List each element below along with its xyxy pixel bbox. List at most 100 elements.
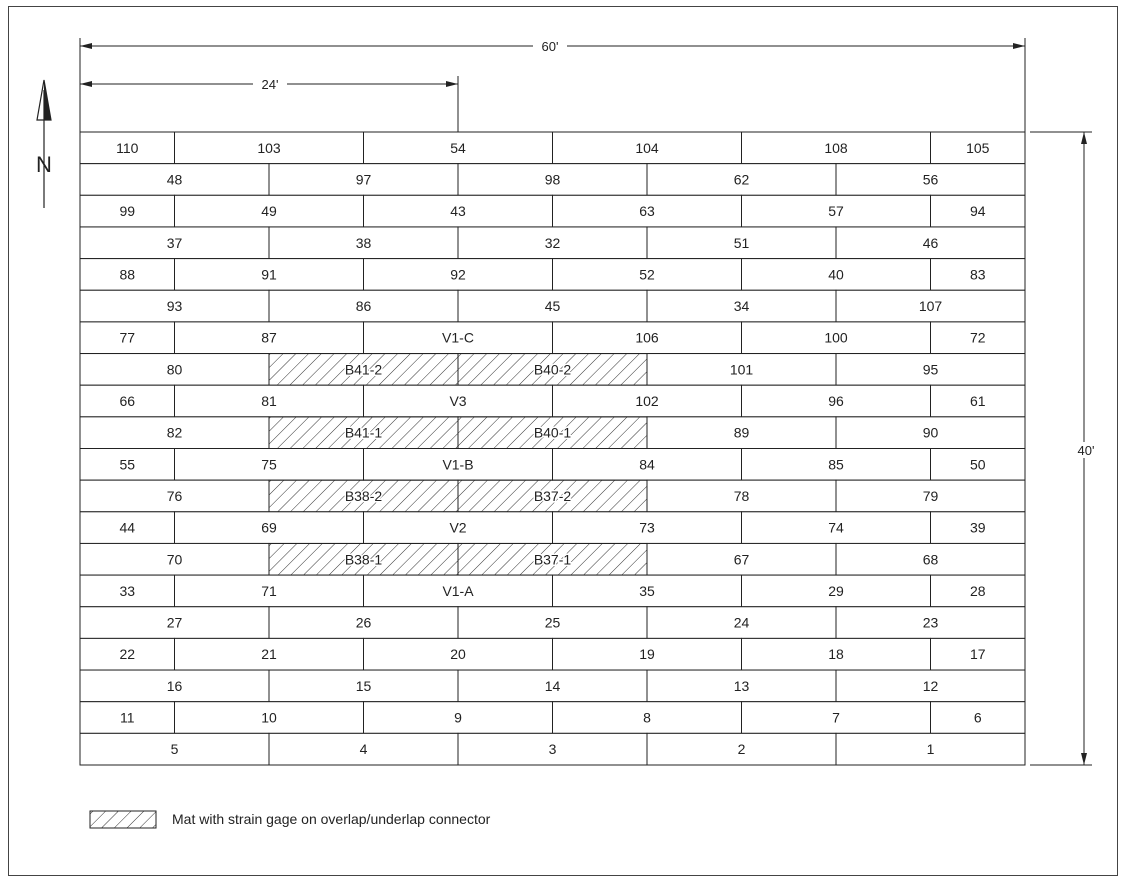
mat-label: 102 [635, 393, 659, 409]
mat-cell [835, 732, 1026, 766]
mat-label: 100 [824, 330, 848, 346]
mat-cell [268, 669, 459, 703]
mat-cell [552, 511, 742, 544]
mat-label: 25 [545, 615, 561, 631]
legend-hatch-swatch [89, 810, 157, 829]
mat-cell [835, 163, 1026, 196]
mat-label: 3 [549, 741, 557, 757]
mat-label: 10 [261, 710, 277, 726]
mat-label: 6 [974, 710, 982, 726]
mat-cell [835, 289, 1026, 323]
mat-cell [79, 163, 270, 196]
mat-label: 22 [119, 646, 135, 662]
mat-cell [79, 448, 175, 481]
mat-label: 49 [261, 203, 277, 219]
mat-cell [646, 732, 837, 766]
mat-label: 2 [738, 741, 746, 757]
mat-cell [646, 416, 837, 450]
mat-cell [457, 732, 648, 766]
mat-cell [835, 669, 1026, 703]
mat-cell [457, 289, 648, 323]
mat-label: 23 [923, 615, 939, 631]
mat-label: 13 [734, 678, 750, 694]
dimension-height [1030, 131, 1100, 766]
mat-cell [646, 606, 837, 639]
mat-cell [552, 258, 742, 291]
north-label: N [36, 152, 52, 177]
mat-label: 80 [167, 361, 183, 377]
mat-label: 39 [970, 520, 986, 536]
mat-label: 4 [360, 741, 368, 757]
mat-label: 85 [828, 456, 844, 472]
mat-label: B38-1 [345, 551, 383, 567]
mat-label: B37-1 [534, 551, 572, 567]
mat-label: 70 [167, 551, 183, 567]
mat-cell [79, 226, 270, 260]
mat-cell [552, 384, 742, 418]
mat-label: 89 [734, 425, 750, 441]
mat-label: 40 [828, 266, 844, 282]
mat-cell [363, 321, 553, 355]
mat-label: 110 [116, 140, 139, 156]
mat-label: 24 [734, 615, 750, 631]
mat-label: 46 [923, 235, 939, 251]
legend-text: Mat with strain gage on overlap/underlap… [172, 811, 491, 827]
mat-cell [79, 732, 270, 766]
mat-label: 98 [545, 171, 561, 187]
mat-label: 34 [734, 298, 750, 314]
mat-label: 54 [450, 140, 466, 156]
mat-label: 92 [450, 266, 466, 282]
mat-label: 61 [970, 393, 986, 409]
mat-cell [646, 353, 837, 386]
mat-label: 108 [824, 140, 848, 156]
legend [89, 810, 157, 829]
mat-label: 5 [171, 741, 179, 757]
mat-label: V3 [449, 393, 466, 409]
mat-cell [646, 669, 837, 703]
mat-cell [79, 542, 270, 576]
mat-cell [174, 321, 364, 355]
mat-label: B40-2 [534, 361, 572, 377]
mat-cell [552, 321, 742, 355]
mat-cell [79, 701, 175, 734]
mat-cell [268, 732, 459, 766]
mat-cell [268, 226, 459, 260]
mat-label: 99 [119, 203, 135, 219]
mat-cell [930, 448, 1026, 481]
mat-cell [930, 574, 1026, 608]
mat-label: 56 [923, 171, 939, 187]
mat-label: 76 [167, 488, 183, 504]
mat-cell [552, 194, 742, 228]
mat-label: V1-C [442, 330, 474, 346]
mat-label: 20 [450, 646, 466, 662]
mat-label: 32 [545, 235, 561, 251]
dimension-60-label: 60' [542, 39, 559, 54]
mat-label: 74 [828, 520, 844, 536]
mat-label: V1-A [442, 583, 474, 599]
mat-cell [174, 131, 364, 165]
mat-cell-gauged [268, 353, 459, 386]
mat-cell [552, 574, 742, 608]
mat-label: V1-B [442, 456, 473, 472]
mat-cell [79, 416, 270, 450]
mat-label: 81 [261, 393, 277, 409]
mat-label: 88 [119, 266, 135, 282]
mat-label: 28 [970, 583, 986, 599]
mat-label: 43 [450, 203, 466, 219]
mat-cell [457, 669, 648, 703]
mat-cell-gauged [268, 479, 459, 513]
mat-cell-gauged [457, 479, 648, 513]
mat-cell [268, 289, 459, 323]
mat-label: 7 [832, 710, 840, 726]
mat-label: 18 [828, 646, 844, 662]
mat-label: 16 [167, 678, 183, 694]
mat-label: 17 [970, 646, 986, 662]
mat-label: B37-2 [534, 488, 572, 504]
mat-cell [646, 163, 837, 196]
mat-label: 77 [119, 330, 135, 346]
mat-label: 21 [261, 646, 277, 662]
mat-label: 79 [923, 488, 939, 504]
mat-label: 12 [923, 678, 939, 694]
